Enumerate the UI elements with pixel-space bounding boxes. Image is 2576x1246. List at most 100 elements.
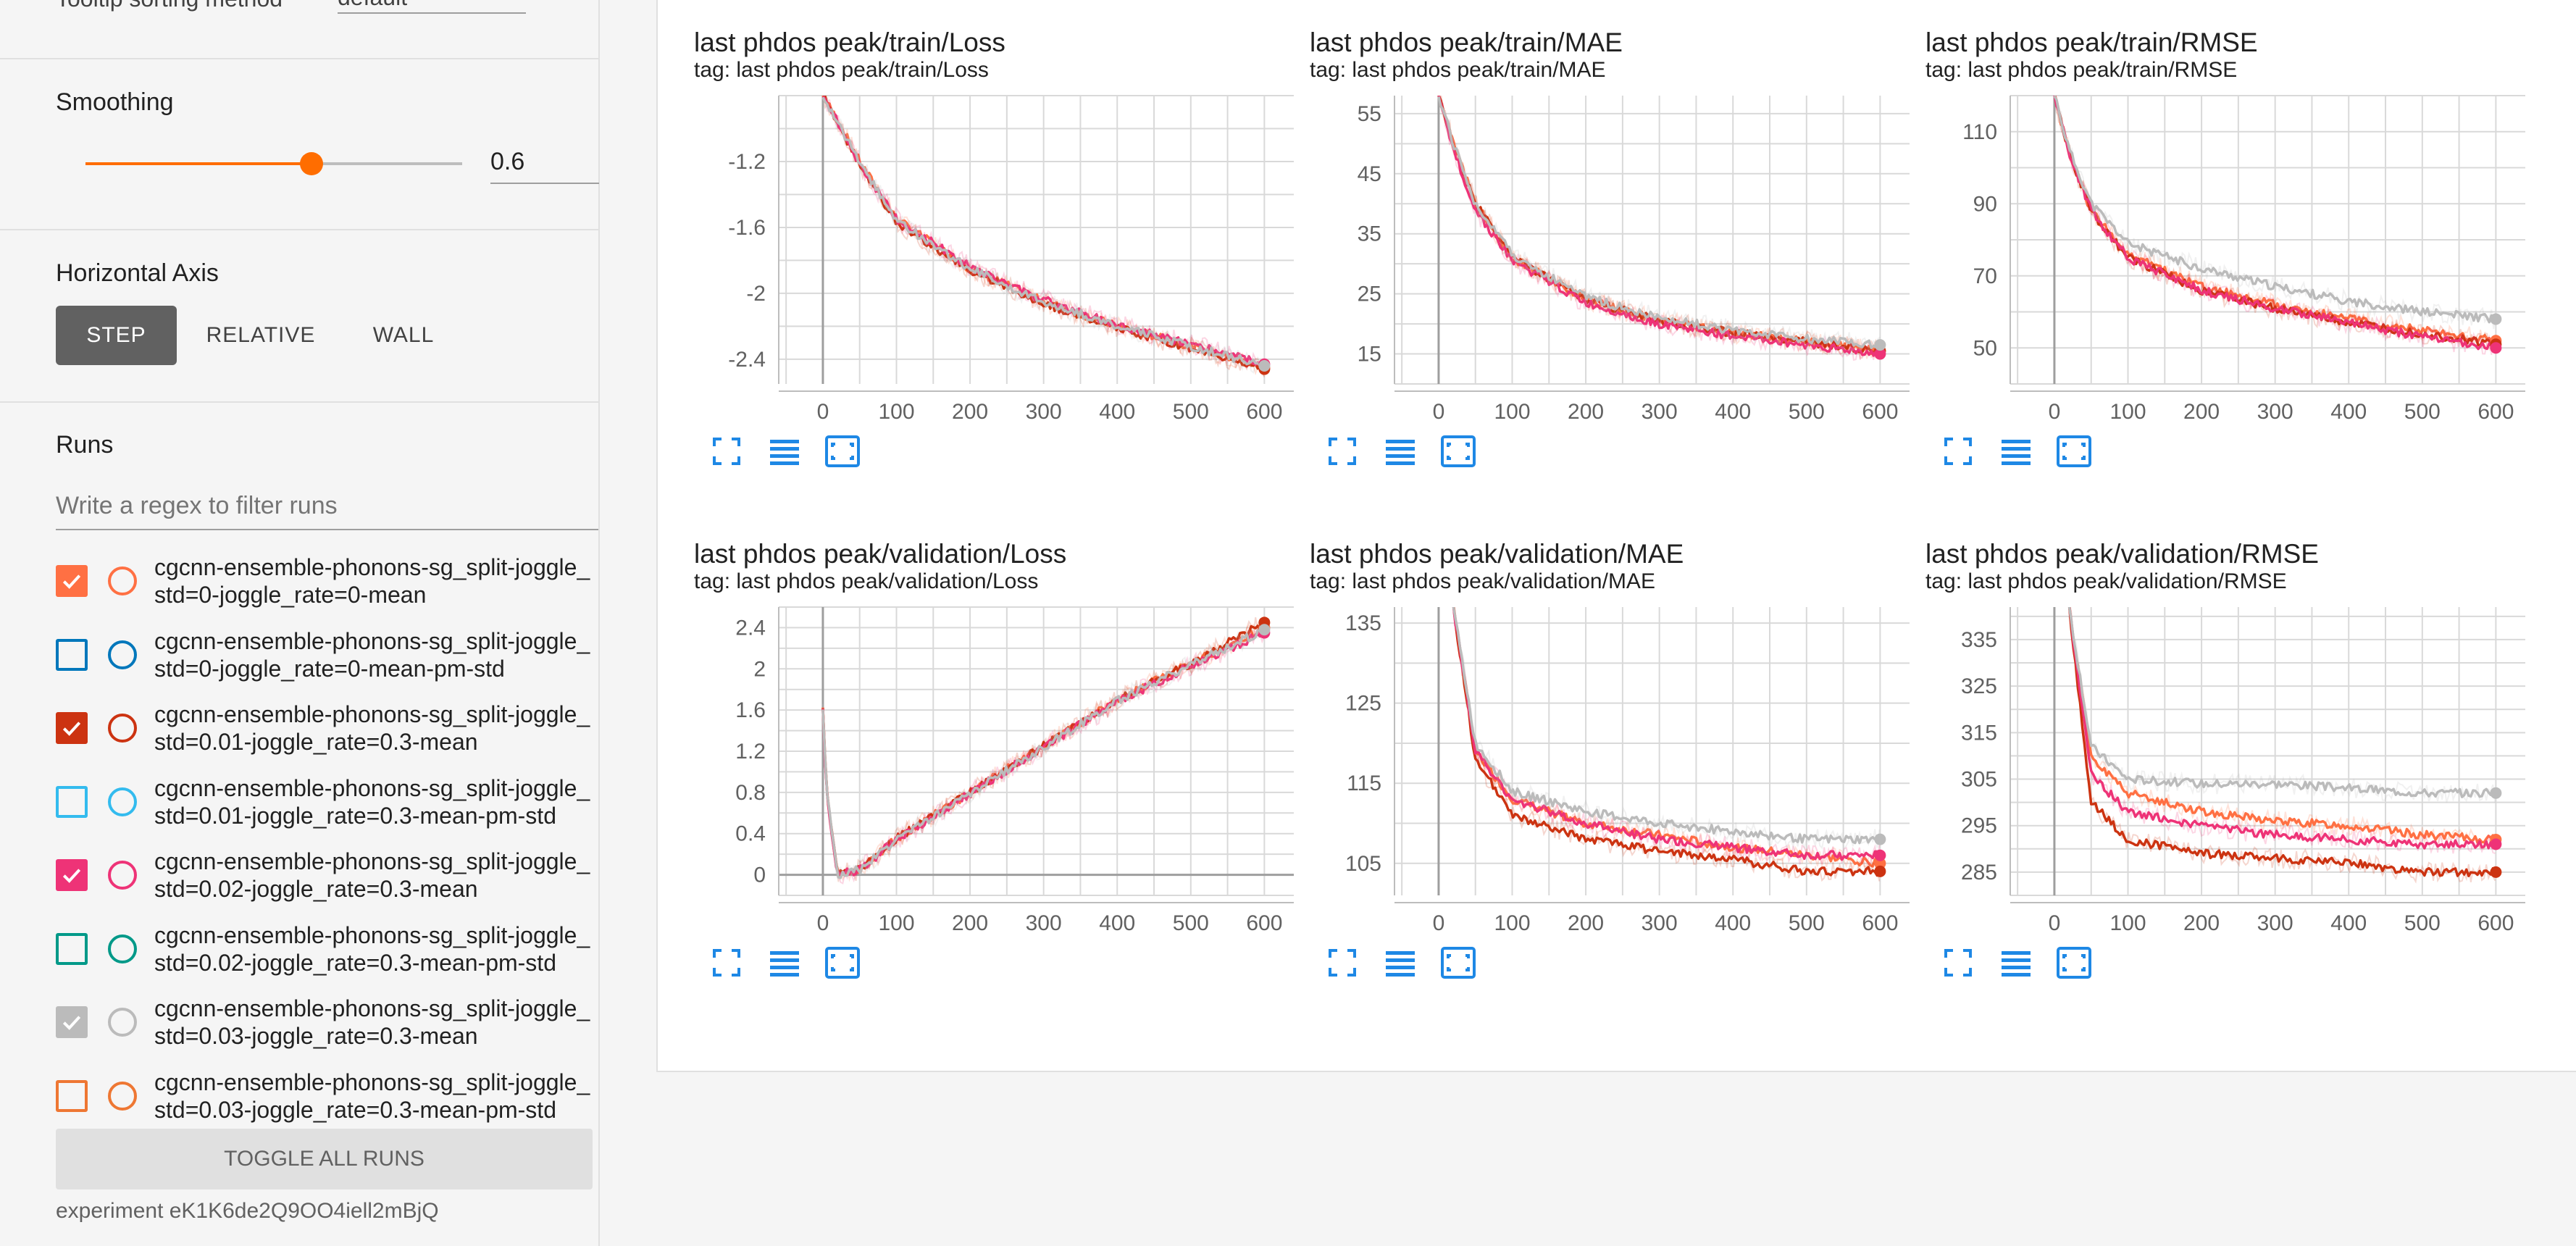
fit-domain-icon[interactable] (1440, 433, 1476, 469)
fullscreen-icon[interactable] (1940, 433, 1976, 469)
run-item[interactable]: cgcnn-ensemble-phonons-sg_split-joggle_ s… (56, 772, 599, 844)
line-chart[interactable]: 0 100 200 300 400 500 600 55 45 35 25 15 (1310, 93, 1925, 426)
smoothing-slider-thumb[interactable] (300, 152, 323, 175)
run-color-circle-icon[interactable] (108, 1008, 137, 1037)
run-checkbox[interactable] (56, 565, 88, 597)
y-tick-label: 115 (1347, 772, 1381, 795)
list-icon[interactable] (1998, 945, 2034, 981)
series-end-point[interactable] (2490, 313, 2502, 325)
series-end-point[interactable] (1258, 624, 1271, 636)
series-end-point[interactable] (1258, 359, 1271, 372)
axis-relative-button[interactable]: RELATIVE (206, 323, 316, 347)
run-color-circle-icon[interactable] (108, 934, 137, 963)
fullscreen-icon[interactable] (1940, 945, 1976, 981)
series-line[interactable] (2053, 96, 2496, 324)
series-end-point[interactable] (1874, 849, 1886, 861)
tooltip-sorting-select[interactable]: default (338, 0, 526, 14)
series-end-point[interactable] (2490, 866, 2502, 878)
run-item[interactable]: cgcnn-ensemble-phonons-sg_split-joggle_ s… (56, 1066, 599, 1138)
series-line[interactable] (1452, 604, 1881, 877)
line-chart[interactable]: 0 100 200 300 400 500 600 2.4 2 1.6 1.2 0.8 0.4 0 (694, 604, 1310, 937)
divider (0, 229, 598, 230)
axis-step-button[interactable]: STEP (56, 306, 177, 365)
smoothing-input[interactable]: 0.6 (490, 143, 599, 184)
y-tick-label: 70 (1973, 264, 1997, 288)
run-checkbox[interactable] (56, 785, 88, 818)
series-line[interactable] (2067, 604, 2496, 877)
list-icon[interactable] (1382, 433, 1418, 469)
line-chart[interactable]: 0 100 200 300 400 500 600 -1.2 -1.6 -2 -2.4 (694, 93, 1310, 426)
fullscreen-icon[interactable] (708, 945, 745, 981)
fit-domain-icon[interactable] (2056, 945, 2092, 981)
fullscreen-icon[interactable] (1324, 433, 1360, 469)
series-line[interactable] (2067, 605, 2497, 850)
check-icon (62, 574, 81, 589)
series-end-point[interactable] (2490, 342, 2502, 354)
x-tick-label: 300 (1026, 400, 1062, 424)
fit-domain-icon[interactable] (2056, 433, 2092, 469)
series-end-point[interactable] (1874, 339, 1886, 351)
series-end-point[interactable] (2490, 838, 2502, 850)
list-icon[interactable] (766, 433, 803, 469)
x-tick-label: 500 (1789, 400, 1825, 424)
run-name: cgcnn-ensemble-phonons-sg_split-joggle_ s… (154, 701, 603, 756)
run-item[interactable]: cgcnn-ensemble-phonons-sg_split-joggle_ s… (56, 992, 599, 1064)
chart-toolbar (1324, 945, 1498, 981)
series-end-point[interactable] (1874, 348, 1886, 360)
fit-domain-icon[interactable] (824, 945, 861, 981)
run-color-circle-icon[interactable] (108, 640, 137, 669)
run-checkbox[interactable] (56, 1006, 88, 1038)
run-color-circle-icon[interactable] (108, 861, 137, 890)
smoothing-slider[interactable] (85, 152, 462, 175)
run-item[interactable]: cgcnn-ensemble-phonons-sg_split-joggle_ s… (56, 551, 599, 623)
line-chart[interactable]: 0 100 200 300 400 500 600 110 90 70 50 (1925, 93, 2541, 426)
run-name: cgcnn-ensemble-phonons-sg_split-joggle_ s… (154, 627, 603, 682)
chart-title: last phdos peak/train/RMSE (1925, 28, 2258, 57)
chart-title: last phdos peak/validation/Loss (694, 539, 1067, 569)
run-color-circle-icon[interactable] (108, 787, 137, 816)
run-checkbox[interactable] (56, 1079, 88, 1112)
list-icon[interactable] (1998, 433, 2034, 469)
series-line[interactable] (1437, 96, 1881, 357)
series-line[interactable] (2067, 606, 2496, 798)
series-line[interactable] (821, 96, 1266, 367)
run-checkbox[interactable] (56, 932, 88, 965)
fit-domain-icon[interactable] (1440, 945, 1476, 981)
run-item[interactable]: cgcnn-ensemble-phonons-sg_split-joggle_ s… (56, 698, 599, 770)
series-line[interactable] (1437, 96, 1881, 349)
run-item[interactable]: cgcnn-ensemble-phonons-sg_split-joggle_ s… (56, 845, 599, 917)
axis-wall-button[interactable]: WALL (372, 323, 435, 347)
series-line[interactable] (2053, 95, 2497, 353)
series-line[interactable] (1452, 605, 1880, 861)
smoothing-slider-fill (85, 162, 311, 165)
run-name-line1: cgcnn-ensemble-phonons-sg_split-joggle_ (154, 995, 590, 1021)
list-icon[interactable] (766, 945, 803, 981)
run-name-line2: std=0.03-joggle_rate=0.3-mean-pm-std (154, 1096, 556, 1123)
series-end-point[interactable] (2490, 787, 2502, 799)
run-checkbox[interactable] (56, 638, 88, 671)
run-item[interactable]: cgcnn-ensemble-phonons-sg_split-joggle_ s… (56, 919, 599, 991)
fullscreen-icon[interactable] (708, 433, 745, 469)
series-end-point[interactable] (1874, 865, 1886, 877)
run-checkbox[interactable] (56, 712, 88, 744)
series-end-point[interactable] (1874, 833, 1886, 845)
run-color-circle-icon[interactable] (108, 714, 137, 743)
fullscreen-icon[interactable] (1324, 945, 1360, 981)
run-checkbox[interactable] (56, 859, 88, 891)
series-line[interactable] (2068, 604, 2496, 844)
x-tick-label: 500 (2404, 911, 2441, 935)
run-color-circle-icon[interactable] (108, 1081, 137, 1111)
x-tick-label: 200 (952, 911, 988, 935)
toggle-all-runs-button[interactable]: TOGGLE ALL RUNS (56, 1129, 593, 1189)
series-line[interactable] (1452, 606, 1881, 845)
chart-toolbar (708, 433, 882, 469)
run-item[interactable]: cgcnn-ensemble-phonons-sg_split-joggle_ s… (56, 624, 599, 697)
list-icon[interactable] (1382, 945, 1418, 981)
line-chart[interactable]: 0 100 200 300 400 500 600 135 125 115 105 (1310, 604, 1925, 937)
series-line[interactable] (821, 629, 1265, 879)
series-end-point[interactable] (1874, 857, 1886, 869)
line-chart[interactable]: 0 100 200 300 400 500 600 335 325 315 305 295 285 (1925, 604, 2541, 937)
fit-domain-icon[interactable] (824, 433, 861, 469)
run-color-circle-icon[interactable] (108, 566, 137, 595)
runs-filter-input[interactable]: Write a regex to filter runs (56, 485, 598, 530)
